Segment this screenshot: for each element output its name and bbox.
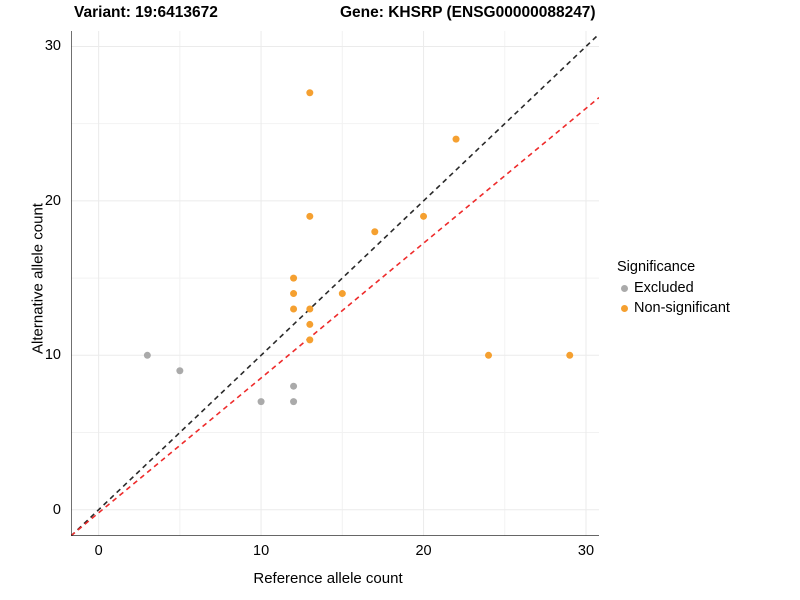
data-point [290,274,298,282]
gene-title: Gene: KHSRP (ENSG00000088247) [340,4,596,21]
data-point [306,320,314,328]
y-tick-label: 30 [44,38,61,55]
y-tick-label: 10 [44,347,61,364]
legend-title: Significance [617,259,696,275]
identity-line [71,33,599,536]
y-tick-label: 0 [52,501,61,518]
x-axis-title: Reference allele count [253,570,403,587]
legend-key-dot-icon [617,298,632,318]
data-point [306,336,314,344]
data-point [485,351,493,359]
data-point [420,212,428,220]
legend-item-excluded[interactable]: Excluded [617,278,797,298]
data-point [306,305,314,313]
data-point [371,228,379,236]
ratio-line [71,96,599,536]
variant-title: Variant: 19:6413672 [74,4,218,21]
data-point [338,290,346,298]
x-tick-label: 10 [253,543,270,559]
legend-item-label: Non-significant [634,300,730,316]
figure-title-row: Variant: 19:6413672 Gene: KHSRP (ENSG000… [0,4,800,28]
x-tick-label: 0 [94,543,103,559]
y-tick-label: 20 [44,192,61,209]
plot-panel [71,31,599,536]
plot-canvas [71,31,599,536]
data-point [452,135,460,143]
series-excluded [143,351,298,406]
legend-item-label: Excluded [634,280,694,296]
legend-items: Excluded Non-significant [617,278,797,318]
y-axis-title: Alternative allele count [29,203,47,354]
data-point [306,89,314,97]
grid-lines [71,31,599,536]
data-point [566,351,574,359]
legend-item-non-significant[interactable]: Non-significant [617,298,797,318]
data-point [257,398,265,406]
data-point [290,382,298,390]
x-tick-label: 20 [415,543,432,559]
data-point [143,351,151,359]
data-point [290,305,298,313]
data-point [306,212,314,220]
legend: Significance Excluded Non-significant [617,259,797,318]
legend-key-dot-icon [617,278,632,298]
x-tick-label: 30 [577,543,595,559]
series-non-significant [290,89,574,359]
data-point [290,290,298,298]
data-point [176,367,184,375]
data-point [290,398,298,406]
